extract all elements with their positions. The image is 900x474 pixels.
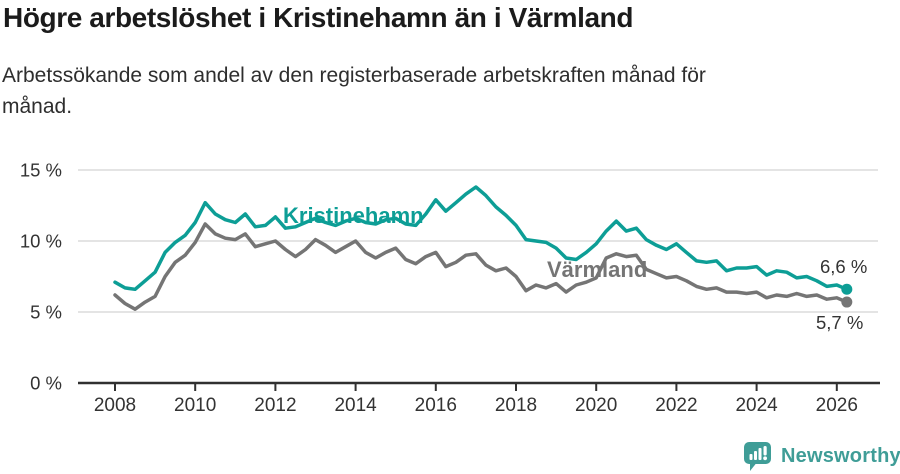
series-end-dot-varmland — [841, 296, 853, 308]
x-tick-label: 2018 — [495, 395, 537, 416]
y-tick-label: 5 % — [30, 302, 62, 323]
end-value-label-kristinehamn: 6,6 % — [820, 256, 867, 277]
series-end-dot-kristinehamn — [841, 283, 853, 295]
chart-subtitle: Arbetssökande som andel av den registerb… — [2, 64, 706, 118]
x-tick-label: 2014 — [334, 395, 377, 416]
x-tick-label: 2022 — [655, 395, 697, 416]
chart-title: Högre arbetslöshet i Kristinehamn än i V… — [3, 2, 634, 33]
x-tick-label: 2008 — [94, 395, 136, 416]
series-line-varmland — [113, 222, 849, 311]
newsworthy-logo-icon — [744, 441, 771, 471]
x-tick-label: 2024 — [735, 395, 778, 416]
series-label-kristinehamn: Kristinehamn — [283, 203, 424, 228]
x-tick-label: 2026 — [816, 395, 858, 416]
series-label-varmland: Värmland — [547, 257, 647, 282]
brand-footer: Newsworthy — [743, 440, 900, 472]
end-value-label-varmland: 5,7 % — [816, 312, 863, 333]
series-line-kristinehamn — [113, 185, 849, 292]
y-tick-label: 15 % — [20, 160, 62, 181]
x-tick-label: 2016 — [415, 395, 457, 416]
y-tick-label: 10 % — [20, 231, 62, 252]
x-tick-label: 2010 — [174, 395, 216, 416]
x-tick-label: 2012 — [254, 395, 296, 416]
brand-name: Newsworthy — [781, 444, 900, 467]
x-tick-label: 2020 — [575, 395, 617, 416]
y-tick-label: 0 % — [30, 373, 62, 394]
